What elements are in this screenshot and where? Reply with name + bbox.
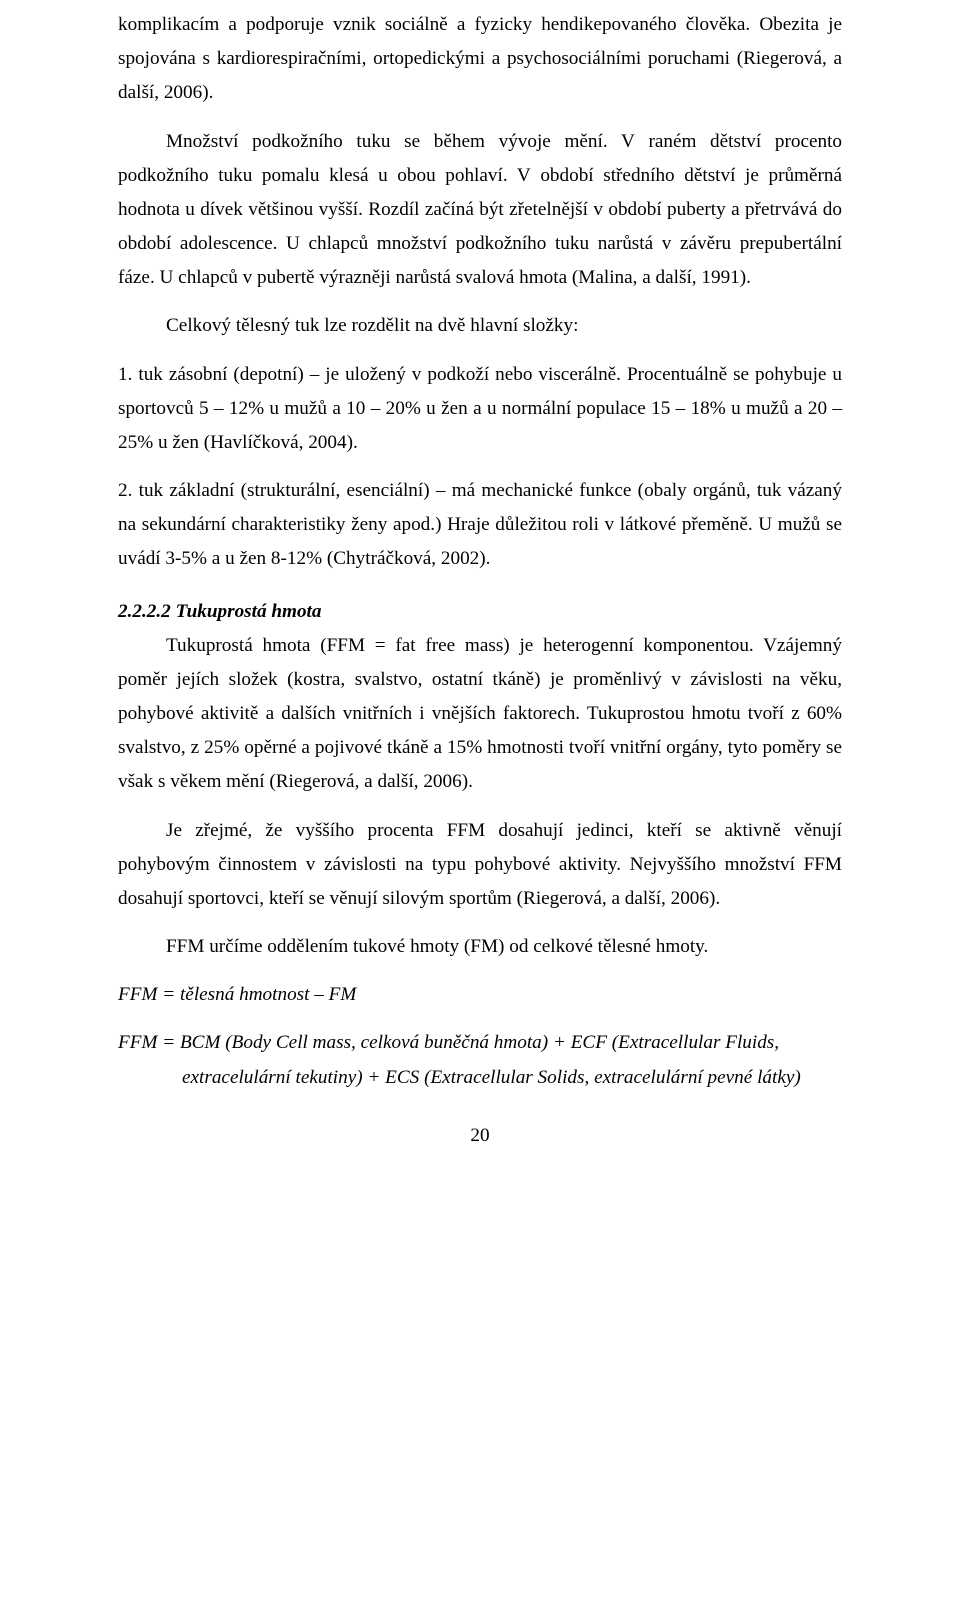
- equation-1: FFM = tělesná hmotnost – FM: [118, 978, 842, 1012]
- paragraph-2: Množství podkožního tuku se během vývoje…: [118, 125, 842, 296]
- page-number: 20: [118, 1119, 842, 1153]
- paragraph-6-text: FFM určíme oddělením tukové hmoty (FM) o…: [166, 936, 708, 957]
- paragraph-2-text: Množství podkožního tuku se během vývoje…: [118, 131, 842, 289]
- equation-2-line1: FFM = BCM (Body Cell mass, celková buněč…: [118, 1026, 842, 1060]
- list-item-1: 1. tuk zásobní (depotní) – je uložený v …: [118, 358, 842, 461]
- paragraph-5-text: Je zřejmé, že vyššího procenta FFM dosah…: [118, 820, 842, 909]
- paragraph-3-text: Celkový tělesný tuk lze rozdělit na dvě …: [166, 315, 578, 336]
- paragraph-4: Tukuprostá hmota (FFM = fat free mass) j…: [118, 629, 842, 800]
- paragraph-1: komplikacím a podporuje vznik sociálně a…: [118, 8, 842, 111]
- paragraph-3: Celkový tělesný tuk lze rozdělit na dvě …: [118, 309, 842, 343]
- paragraph-4-text: Tukuprostá hmota (FFM = fat free mass) j…: [118, 635, 842, 793]
- list-item-2: 2. tuk základní (strukturální, esenciáln…: [118, 474, 842, 577]
- paragraph-5: Je zřejmé, že vyššího procenta FFM dosah…: [118, 814, 842, 917]
- heading-2-2-2-2: 2.2.2.2 Tukuprostá hmota: [118, 595, 842, 629]
- paragraph-6: FFM určíme oddělením tukové hmoty (FM) o…: [118, 930, 842, 964]
- equation-2-line2: extracelulární tekutiny) + ECS (Extracel…: [182, 1061, 842, 1095]
- document-page: komplikacím a podporuje vznik sociálně a…: [0, 0, 960, 1609]
